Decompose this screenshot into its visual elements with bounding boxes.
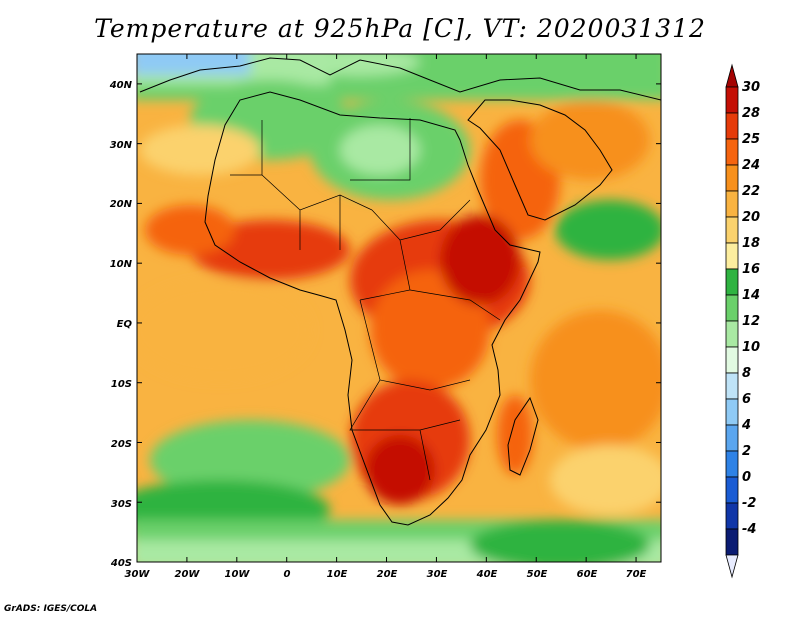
lon-label: 30E: [427, 569, 448, 580]
longitude-labels: 30W 20W 10W 0 10E 20E 30E 40E 50E 60E 70…: [125, 569, 647, 580]
colorbar-label: 25: [742, 132, 760, 147]
colorbar-label: 28: [742, 106, 760, 121]
colorbar-swatch: [725, 216, 739, 244]
colorbar-label: 12: [742, 314, 760, 329]
latitude-labels: 40N 30N 20N 10N EQ 10S 20S 30S 40S: [109, 80, 133, 569]
colorbar-label: 10: [742, 340, 760, 355]
lat-label: 10N: [110, 259, 133, 270]
colorbar-swatch: [725, 138, 739, 166]
colorbar-swatch: [725, 528, 739, 556]
colorbar-label: -2: [742, 496, 756, 511]
colorbar-label: 14: [742, 288, 760, 303]
colorbar-over-triangle: [725, 63, 739, 88]
colorbar-label: 6: [742, 392, 751, 407]
lon-label: 20W: [175, 569, 201, 580]
colorbar-label: 8: [742, 366, 751, 381]
lat-label: 30S: [111, 499, 132, 510]
lon-label: 70E: [626, 569, 647, 580]
map-frame: [136, 53, 662, 563]
colorbar-label: 20: [742, 210, 760, 225]
colorbar-labels: 30 28 25 24 22 20 18 16 14 12 10 8 6 4 2…: [741, 80, 760, 537]
colorbar-label: -4: [742, 522, 756, 537]
lat-label: 20N: [110, 199, 133, 210]
coastlines-and-borders: [139, 57, 661, 526]
lat-label: 40N: [109, 80, 133, 91]
colorbar-swatch: [725, 424, 739, 452]
lon-label: 30W: [125, 569, 151, 580]
colorbar-label: 2: [742, 444, 751, 459]
colorbar-label: 24: [742, 158, 760, 173]
lat-label: 10S: [111, 379, 132, 390]
colorbar-label: 4: [741, 418, 751, 433]
colorbar-swatch: [725, 502, 739, 530]
colorbar-label: 30: [742, 80, 760, 95]
africa-coastline: [204, 91, 541, 526]
colorbar-label: 18: [742, 236, 760, 251]
colorbar-swatch: [725, 86, 739, 114]
colorbar-under-triangle: [725, 554, 739, 579]
colorbar-swatch: [725, 190, 739, 218]
colorbar: [725, 63, 739, 579]
colorbar-swatch: [725, 450, 739, 478]
axis-ticks: [136, 54, 661, 563]
lon-label: 20E: [377, 569, 398, 580]
lon-label: 40E: [476, 569, 498, 580]
lon-label: 10W: [225, 569, 251, 580]
colorbar-swatch: [725, 346, 739, 374]
lat-label: 20S: [111, 439, 132, 450]
lon-label: 10E: [327, 569, 348, 580]
grads-credit: GrADS: IGES/COLA: [4, 604, 98, 614]
europe-coast: [139, 57, 661, 101]
lat-label: 30N: [110, 140, 133, 151]
lon-label: 50E: [527, 569, 548, 580]
colorbar-swatch: [725, 476, 739, 504]
colorbar-swatch: [725, 372, 739, 400]
colorbar-swatch: [725, 268, 739, 296]
lat-label: EQ: [117, 319, 133, 330]
lon-label: 60E: [577, 569, 598, 580]
colorbar-swatch: [725, 398, 739, 426]
colorbar-label: 16: [742, 262, 760, 277]
colorbar-swatch: [725, 242, 739, 270]
colorbar-swatch: [725, 294, 739, 322]
map-title: Temperature at 925hPa [C], VT: 202003131…: [94, 14, 706, 43]
lon-label: 0: [284, 569, 291, 580]
colorbar-label: 0: [742, 470, 751, 485]
colorbar-swatch: [725, 320, 739, 348]
arabia-outline: [467, 99, 613, 221]
madagascar-outline: [507, 396, 539, 476]
lat-label: 40S: [110, 558, 132, 569]
colorbar-swatch: [725, 164, 739, 192]
country-borders: [230, 118, 501, 481]
temperature-field: [137, 54, 661, 562]
colorbar-label: 22: [742, 184, 760, 199]
colorbar-swatch: [725, 112, 739, 140]
